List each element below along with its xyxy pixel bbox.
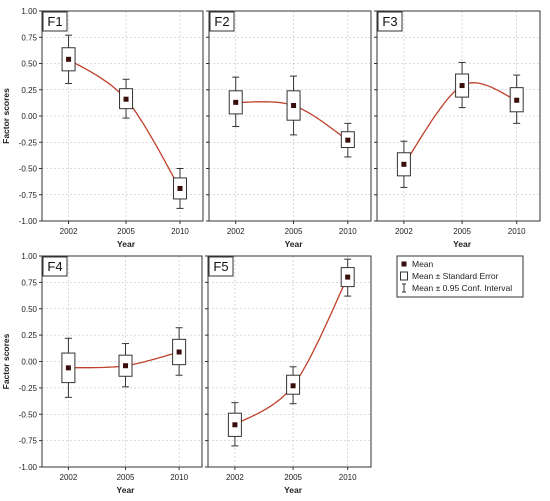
- panel-title: F1: [47, 14, 62, 29]
- mean-marker: [233, 99, 239, 105]
- mean-marker: [290, 383, 296, 389]
- y-tick-label: -0.75: [19, 437, 38, 446]
- trend-curve: [68, 58, 181, 189]
- mean-marker: [514, 97, 520, 103]
- x-tick-label: 2002: [226, 473, 244, 482]
- mean-marker: [291, 103, 297, 108]
- x-tick-label: 2010: [339, 473, 357, 482]
- x-tick-label: 2010: [170, 473, 188, 482]
- mean-marker: [177, 185, 183, 191]
- y-tick-label: 0.00: [21, 358, 37, 367]
- x-tick-label: 2010: [171, 227, 189, 236]
- x-tick-label: 2005: [453, 227, 471, 236]
- y-tick-label: -0.50: [19, 165, 38, 174]
- legend-label: Mean ± 0.95 Conf. Interval: [412, 283, 512, 293]
- panel-f4: 1.00 0.75 0.50 0.25 0.00 -0.25 -0.50 -0.75 -1.00…: [1, 252, 203, 495]
- x-tick-label: 2005: [117, 227, 135, 236]
- mean-marker: [123, 96, 129, 102]
- x-tick-label: 2002: [395, 227, 413, 236]
- x-tick-label: 2002: [227, 227, 245, 236]
- y-tick-label: 1.00: [21, 7, 37, 16]
- panel-f2: 2002 2005 2010 Year F2: [206, 10, 372, 249]
- x-tick-label: 2005: [117, 473, 135, 482]
- panel-title: F2: [214, 14, 229, 29]
- legend-label: Mean ± Standard Error: [412, 271, 499, 281]
- y-tick-label: 0.50: [21, 305, 37, 314]
- mean-marker: [459, 83, 465, 89]
- mean-marker: [65, 365, 71, 371]
- panel-title-box: [377, 11, 403, 32]
- x-tick-label: 2005: [285, 227, 303, 236]
- mean-square-icon: [401, 261, 407, 267]
- mean-marker: [345, 137, 351, 143]
- se-box-icon: [400, 271, 408, 281]
- mean-marker: [232, 422, 238, 428]
- y-tick-label: -0.25: [19, 138, 38, 147]
- y-tick-label: -0.75: [19, 191, 38, 200]
- panel-title-box: [42, 256, 68, 277]
- y-tick-label: 0.75: [21, 278, 37, 287]
- y-axis-label: Factor scores: [1, 88, 11, 144]
- legend: Mean Mean ± Standard Error Mean ± 0.95 Con…: [396, 255, 524, 298]
- ci-whisker-icon: [402, 283, 406, 293]
- legend-frame: [396, 255, 524, 298]
- panel-title-box: [208, 256, 234, 277]
- panel-f1: 1.00 0.75 0.50 0.25 0.00 -0.25 -0.50 -0.75 -1.00…: [1, 7, 204, 249]
- panel-title: F4: [47, 259, 62, 274]
- y-tick-label: 0.25: [21, 86, 37, 95]
- y-tick-label: -1.00: [19, 463, 38, 472]
- x-axis-label: Year: [453, 239, 472, 249]
- mean-marker: [345, 274, 351, 280]
- y-tick-label: 0.75: [21, 33, 37, 42]
- panel-f3: 2002 2005 2010 Year F3: [374, 10, 541, 249]
- x-tick-label: 2002: [60, 227, 78, 236]
- x-axis-label: Year: [284, 485, 303, 495]
- panel-title: F5: [213, 259, 228, 274]
- panel-title: F3: [382, 14, 397, 29]
- y-axis-label: Factor scores: [1, 333, 11, 389]
- mean-marker: [123, 363, 129, 369]
- trend-curve: [234, 276, 349, 426]
- x-axis-label: Year: [117, 239, 136, 249]
- panel-title-box: [209, 11, 235, 32]
- panel-title-box: [42, 11, 68, 32]
- y-tick-label: -0.25: [19, 384, 38, 393]
- y-tick-label: 0.00: [21, 112, 37, 121]
- mean-marker: [401, 161, 407, 167]
- y-tick-label: 0.50: [21, 60, 37, 69]
- mean-marker: [176, 349, 182, 355]
- x-tick-label: 2002: [60, 473, 78, 482]
- mean-marker: [66, 56, 72, 62]
- x-tick-label: 2005: [284, 473, 302, 482]
- x-axis-label: Year: [117, 485, 136, 495]
- x-tick-label: 2010: [508, 227, 526, 236]
- y-tick-label: 0.25: [21, 331, 37, 340]
- y-tick-label: -0.50: [19, 410, 38, 419]
- y-tick-label: -1.00: [19, 217, 38, 226]
- y-tick-label: 1.00: [21, 252, 37, 261]
- x-axis-label: Year: [285, 239, 304, 249]
- panel-f5: 2002 2005 2010 Year F5: [205, 255, 372, 495]
- legend-label: Mean: [412, 259, 434, 269]
- x-tick-label: 2010: [339, 227, 357, 236]
